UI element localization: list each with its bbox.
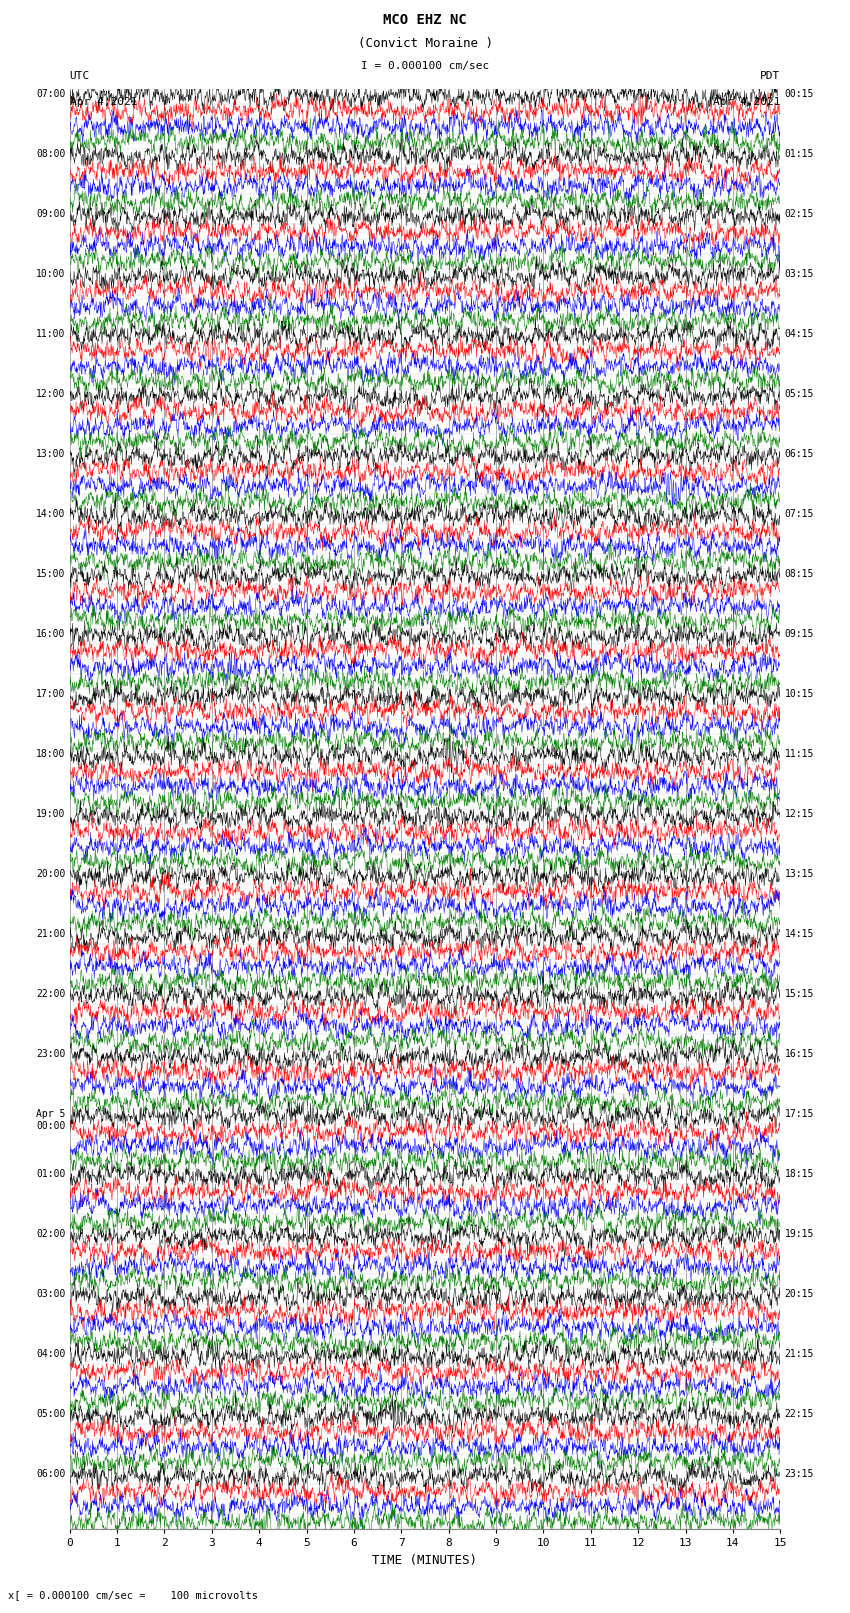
X-axis label: TIME (MINUTES): TIME (MINUTES): [372, 1553, 478, 1566]
Text: 08:15: 08:15: [785, 569, 814, 579]
Text: x[ = 0.000100 cm/sec =    100 microvolts: x[ = 0.000100 cm/sec = 100 microvolts: [8, 1590, 258, 1600]
Text: 22:15: 22:15: [785, 1410, 814, 1419]
Text: 20:15: 20:15: [785, 1289, 814, 1298]
Text: 06:15: 06:15: [785, 448, 814, 458]
Text: 12:15: 12:15: [785, 810, 814, 819]
Text: 10:00: 10:00: [36, 269, 65, 279]
Text: I = 0.000100 cm/sec: I = 0.000100 cm/sec: [361, 61, 489, 71]
Text: MCO EHZ NC: MCO EHZ NC: [383, 13, 467, 27]
Text: 20:00: 20:00: [36, 869, 65, 879]
Text: 11:15: 11:15: [785, 748, 814, 758]
Text: 01:15: 01:15: [785, 148, 814, 158]
Text: 06:00: 06:00: [36, 1469, 65, 1479]
Text: (Convict Moraine ): (Convict Moraine ): [358, 37, 492, 50]
Text: 05:15: 05:15: [785, 389, 814, 398]
Text: 08:00: 08:00: [36, 148, 65, 158]
Text: 12:00: 12:00: [36, 389, 65, 398]
Text: PDT: PDT: [760, 71, 780, 81]
Text: 23:00: 23:00: [36, 1048, 65, 1060]
Text: 11:00: 11:00: [36, 329, 65, 339]
Text: 17:15: 17:15: [785, 1110, 814, 1119]
Text: 07:00: 07:00: [36, 89, 65, 98]
Text: 23:15: 23:15: [785, 1469, 814, 1479]
Text: 13:15: 13:15: [785, 869, 814, 879]
Text: 16:00: 16:00: [36, 629, 65, 639]
Text: 04:00: 04:00: [36, 1348, 65, 1360]
Text: Apr 5
00:00: Apr 5 00:00: [36, 1110, 65, 1131]
Text: Apr 4,2021: Apr 4,2021: [713, 97, 780, 106]
Text: 02:15: 02:15: [785, 208, 814, 219]
Text: 05:00: 05:00: [36, 1410, 65, 1419]
Text: 14:15: 14:15: [785, 929, 814, 939]
Text: 22:00: 22:00: [36, 989, 65, 998]
Text: 13:00: 13:00: [36, 448, 65, 458]
Text: UTC: UTC: [70, 71, 90, 81]
Text: 16:15: 16:15: [785, 1048, 814, 1060]
Text: 15:00: 15:00: [36, 569, 65, 579]
Text: 03:00: 03:00: [36, 1289, 65, 1298]
Text: Apr 4,2021: Apr 4,2021: [70, 97, 137, 106]
Text: 19:00: 19:00: [36, 810, 65, 819]
Text: 10:15: 10:15: [785, 689, 814, 698]
Text: 19:15: 19:15: [785, 1229, 814, 1239]
Text: 17:00: 17:00: [36, 689, 65, 698]
Text: 03:15: 03:15: [785, 269, 814, 279]
Text: 15:15: 15:15: [785, 989, 814, 998]
Text: 04:15: 04:15: [785, 329, 814, 339]
Text: 00:15: 00:15: [785, 89, 814, 98]
Text: 21:00: 21:00: [36, 929, 65, 939]
Text: 02:00: 02:00: [36, 1229, 65, 1239]
Text: 01:00: 01:00: [36, 1169, 65, 1179]
Text: 21:15: 21:15: [785, 1348, 814, 1360]
Text: 09:00: 09:00: [36, 208, 65, 219]
Text: 07:15: 07:15: [785, 508, 814, 519]
Text: 18:15: 18:15: [785, 1169, 814, 1179]
Text: 09:15: 09:15: [785, 629, 814, 639]
Text: 18:00: 18:00: [36, 748, 65, 758]
Text: 14:00: 14:00: [36, 508, 65, 519]
